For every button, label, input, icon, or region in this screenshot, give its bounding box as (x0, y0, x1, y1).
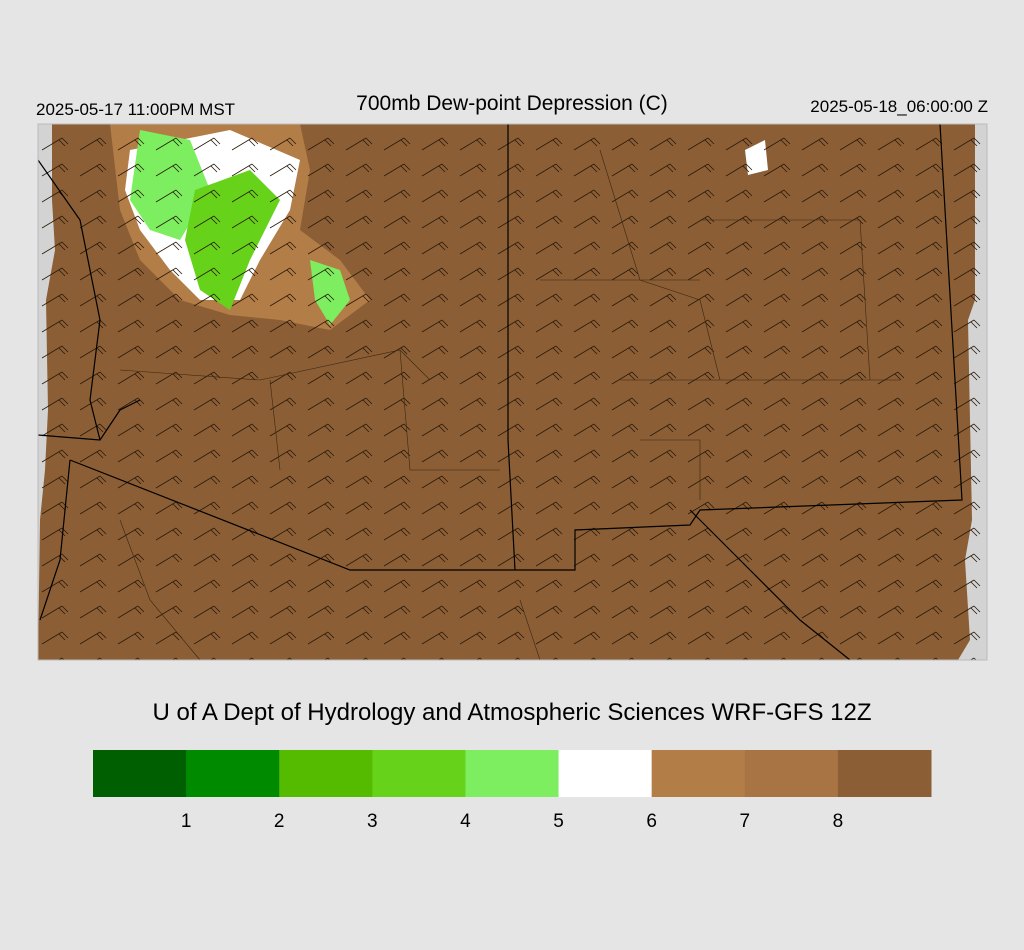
valid-local-time: 2025-05-17 11:00PM MST (36, 100, 235, 119)
map (37, 123, 988, 661)
colorbar-label: 3 (367, 811, 378, 832)
coast-line (37, 159, 101, 441)
state-line (69, 123, 963, 571)
state-line (37, 399, 141, 441)
valid-utc-time: 2025-05-18_06:00:00 Z (810, 97, 988, 116)
county-lines (119, 149, 900, 661)
colorbar-swatch (744, 750, 839, 797)
colorbar-label: 8 (833, 811, 844, 832)
colorbar-label: 5 (553, 811, 564, 832)
colorbar-label: 2 (274, 811, 285, 832)
colorbar: 1 2 3 4 5 6 7 8 (93, 750, 932, 832)
colorbar-swatch (837, 750, 932, 797)
colorbar-label: 1 (181, 811, 192, 832)
colorbar-swatch (279, 750, 373, 797)
state-line (39, 459, 71, 621)
colorbar-swatch (465, 750, 560, 797)
wind-barbs (38, 124, 987, 660)
colorbar-label: 6 (646, 811, 657, 832)
colorbar-swatch (93, 750, 187, 797)
state-line (507, 124, 516, 571)
colorbar-swatch (558, 750, 653, 797)
credit: U of A Dept of Hydrology and Atmospheric… (153, 699, 872, 726)
map-title: 700mb Dew-point Depression (C) (356, 92, 668, 115)
colorbar-swatch (651, 750, 746, 797)
colorbar-label: 4 (460, 811, 471, 832)
colorbar-label: 7 (739, 811, 750, 832)
colorbar-swatch (372, 750, 466, 797)
colorbar-swatch (186, 750, 280, 797)
map-border (37, 123, 988, 661)
state-line (689, 509, 851, 661)
